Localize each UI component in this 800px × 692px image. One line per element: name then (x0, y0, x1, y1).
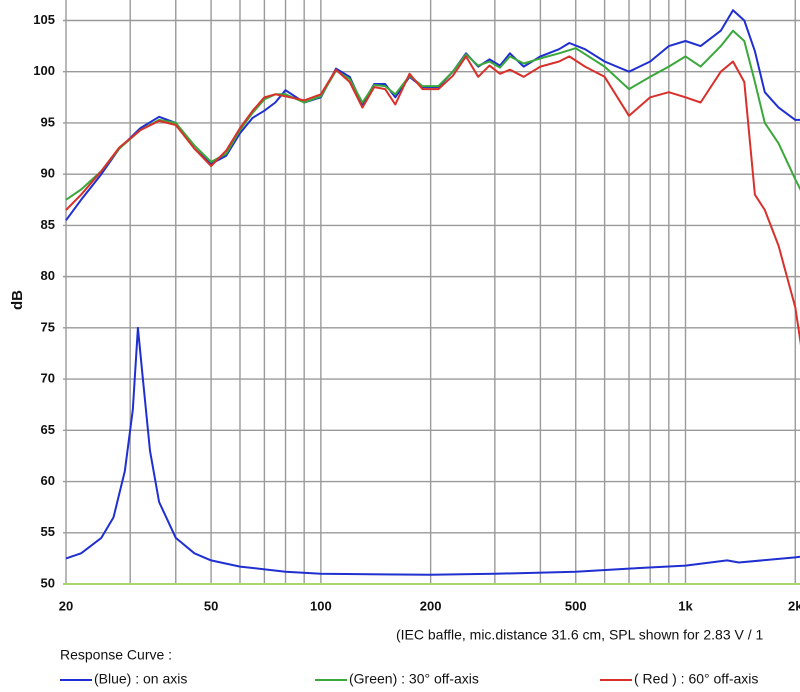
series-line (65, 29, 800, 201)
x-tick-label: 20 (59, 598, 73, 613)
y-tick-label: 75 (41, 319, 55, 334)
x-tick-label: 50 (204, 598, 218, 613)
legend: (Blue) : on axis (Green) : 30° off-axis ( … (60, 671, 758, 687)
y-tick-label: 100 (33, 63, 55, 78)
legend-label: (Green) : 30° off-axis (349, 671, 479, 687)
y-tick-label: 50 (41, 575, 55, 590)
note: (IEC baffle, mic.distance 31.6 cm, SPL s… (396, 627, 764, 643)
y-tick-label: 55 (41, 524, 55, 539)
series-line (65, 326, 800, 576)
legend-label: (Blue) : on axis (94, 671, 187, 687)
x-tick-label: 2k (788, 598, 800, 613)
x-tick-label: 200 (420, 598, 442, 613)
series-line (65, 55, 800, 346)
y-tick-label: 70 (41, 371, 55, 386)
y-tick-label: 85 (41, 217, 55, 232)
legend-title: Response Curve : (60, 647, 172, 663)
legend-label: ( Red ) : 60° off-axis (634, 671, 758, 687)
grid (63, 0, 800, 585)
y-tick-label: 105 (33, 12, 55, 27)
y-tick-label: 65 (41, 422, 55, 437)
plot-lines (65, 9, 800, 576)
x-tick-label: 1k (678, 598, 693, 613)
y-tick-label: 80 (41, 268, 55, 283)
y-tick-label: 90 (41, 166, 55, 181)
y-axis-label: dB (9, 290, 26, 310)
y-tick-label: 60 (41, 473, 55, 488)
y-tick-label: 95 (41, 114, 55, 129)
x-tick-label: 100 (310, 598, 332, 613)
x-tick-label: 500 (565, 598, 587, 613)
